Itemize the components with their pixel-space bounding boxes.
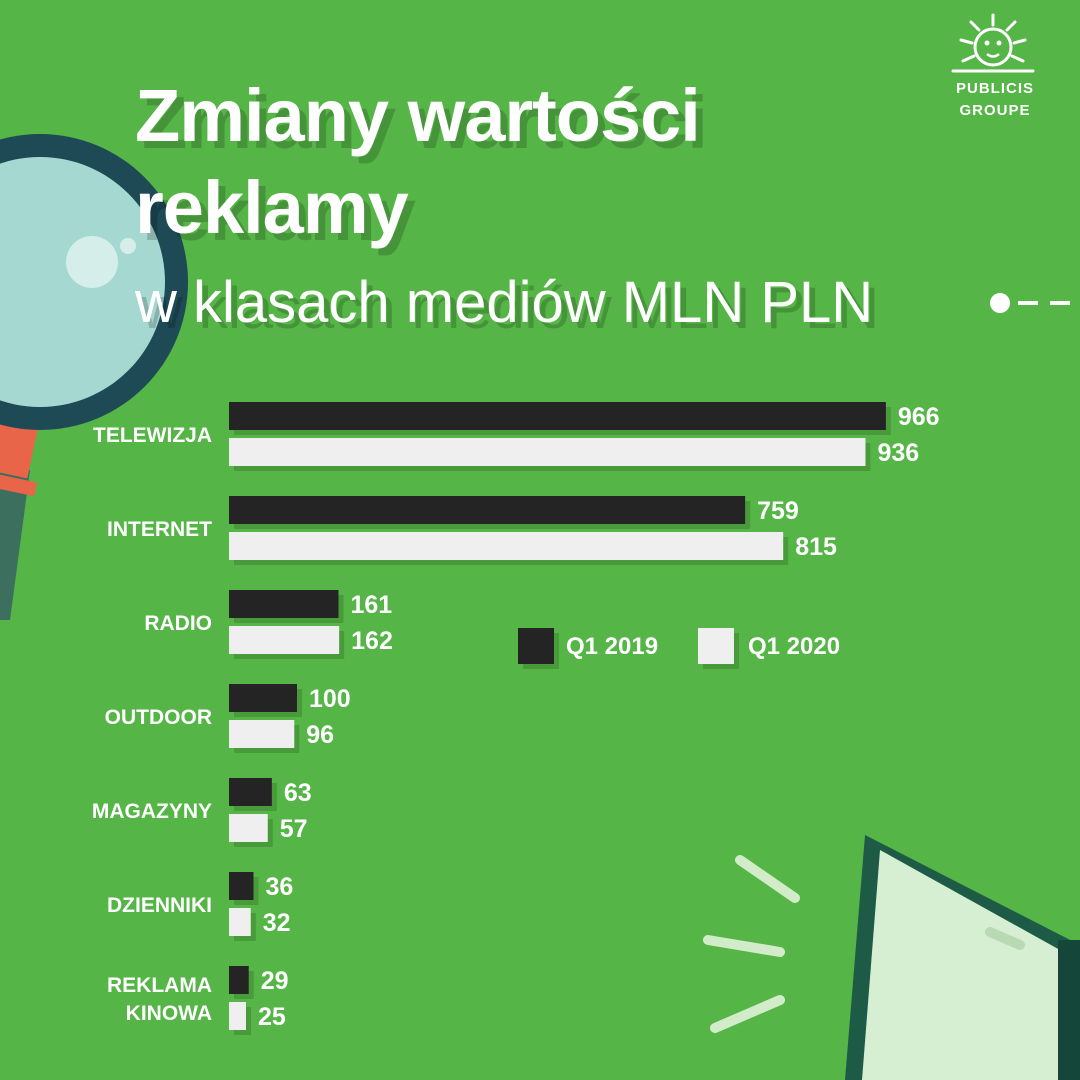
- data-label: 100: [309, 685, 351, 713]
- category-label: RADIO: [144, 612, 212, 635]
- bar-chart: 966 936 TELEWIZJA 759 815 INTERNET 161 162 RADIO…: [92, 402, 940, 1035]
- title-line-1: Zmiany wartości: [135, 74, 701, 157]
- data-label: 32: [263, 909, 291, 937]
- category-label: MAGAZYNY: [92, 800, 212, 823]
- bar-radio-q1-2020: [229, 626, 340, 654]
- data-label: 966: [898, 403, 940, 431]
- bar-radio-q1-2019: [229, 590, 339, 618]
- legend-label-2020: Q1 2020: [748, 633, 841, 660]
- bar-dzienniki-q1-2019: [229, 872, 254, 900]
- title-line-2: reklamy: [135, 166, 409, 249]
- logo-line-1: PUBLICIS: [955, 80, 1034, 97]
- data-label: 936: [877, 439, 919, 467]
- magnifying-glass-icon: [0, 134, 188, 620]
- data-label: 25: [258, 1003, 286, 1031]
- data-label: 162: [351, 627, 393, 655]
- logo-line-2: GROUPE: [959, 102, 1031, 119]
- bar-magazyny-q1-2019: [229, 778, 272, 806]
- bar-telewizja-q1-2019: [229, 402, 886, 430]
- bar-outdoor-q1-2019: [229, 684, 297, 712]
- page-title: Zmiany wartości reklamy: [135, 70, 895, 254]
- megaphone-icon: [703, 835, 1080, 1080]
- bar-reklama-kinowa-q1-2020: [229, 1002, 246, 1030]
- bar-internet-q1-2020: [229, 532, 784, 560]
- category-label: INTERNET: [107, 518, 212, 541]
- data-label: 815: [795, 533, 837, 561]
- publicis-lion-icon: [951, 13, 1035, 73]
- legend-swatch-2019: [518, 628, 554, 664]
- bar-dzienniki-q1-2020: [229, 908, 251, 936]
- category-label: TELEWIZJA: [93, 424, 212, 447]
- page-subtitle: w klasach mediów MLN PLN: [135, 270, 874, 335]
- data-label: 96: [306, 721, 334, 749]
- legend-swatch-2020: [698, 628, 734, 664]
- bar-internet-q1-2019: [229, 496, 746, 524]
- data-label: 36: [265, 873, 293, 901]
- legend-label-2019: Q1 2019: [566, 633, 659, 660]
- bar-telewizja-q1-2020: [229, 438, 866, 466]
- bar-magazyny-q1-2020: [229, 814, 268, 842]
- data-label: 29: [261, 967, 289, 995]
- data-label: 63: [284, 779, 312, 807]
- bar-reklama-kinowa-q1-2019: [229, 966, 249, 994]
- category-label: OUTDOOR: [105, 706, 212, 729]
- dash-ornament-icon: [990, 293, 1070, 313]
- data-label: 161: [350, 591, 392, 619]
- data-label: 759: [757, 497, 799, 525]
- data-label: 57: [280, 815, 308, 843]
- bar-outdoor-q1-2020: [229, 720, 295, 748]
- category-label: DZIENNIKI: [107, 894, 212, 917]
- category-label: REKLAMA KINOWA: [107, 974, 212, 1025]
